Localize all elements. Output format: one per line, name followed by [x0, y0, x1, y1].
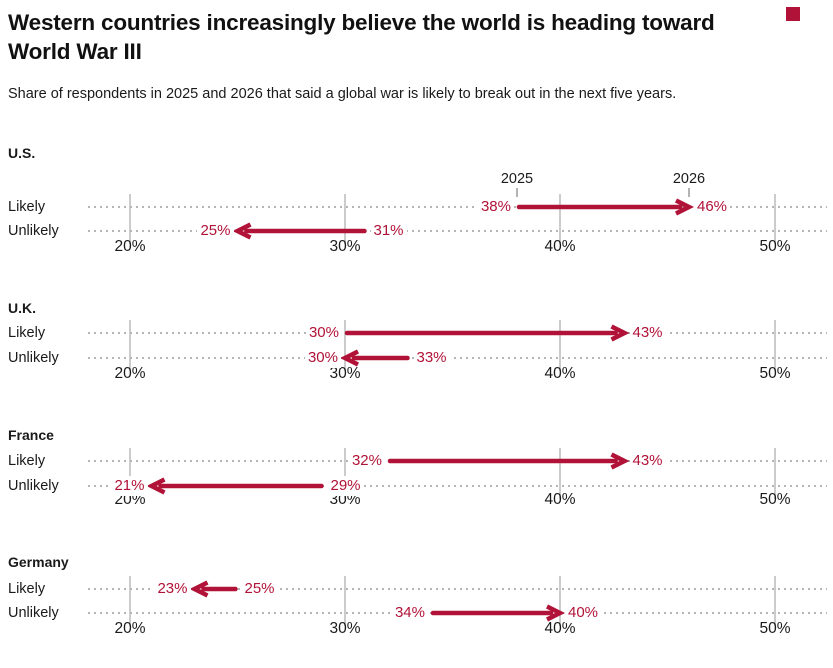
arrow-head-icon: [189, 580, 209, 598]
country-label: U.S.: [8, 145, 36, 161]
value-label-2026: 40%: [565, 603, 602, 623]
arrow-head-icon: [232, 222, 252, 240]
vertical-gridline: [559, 194, 561, 244]
vertical-gridline: [774, 448, 776, 499]
value-label-2026: 21%: [111, 476, 148, 496]
axis-tick-label: 40%: [544, 620, 576, 637]
country-label: Germany: [8, 554, 69, 570]
page-title-line-1: Western countries increasingly believe t…: [8, 10, 715, 35]
vertical-gridline: [129, 194, 131, 244]
vertical-gridline: [344, 194, 346, 244]
row-label-likely: Likely: [8, 199, 46, 215]
vertical-gridline: [774, 320, 776, 371]
vertical-gridline: [344, 320, 346, 371]
axis-tick-label: 40%: [544, 365, 576, 382]
year-label-2026: 2026: [672, 171, 706, 187]
vertical-gridline: [774, 576, 776, 626]
vertical-gridline: [129, 576, 131, 626]
year-label-2025: 2025: [500, 171, 534, 187]
value-label-2026: 46%: [694, 197, 731, 217]
axis-tick-label: 50%: [759, 491, 791, 508]
axis-tick-label: 20%: [114, 620, 146, 637]
country-label: France: [8, 427, 54, 443]
axis-tick-label: 40%: [544, 238, 576, 255]
axis-tick-label: 40%: [544, 491, 576, 508]
value-label-2025: 29%: [327, 476, 364, 496]
vertical-gridline: [559, 576, 561, 626]
country-label: U.K.: [8, 300, 36, 316]
dotted-gridline: [88, 357, 827, 359]
dotted-gridline: [88, 588, 827, 590]
row-label-unlikely: Unlikely: [8, 605, 59, 621]
axis-tick-label: 50%: [759, 620, 791, 637]
axis-tick-label: 30%: [329, 620, 361, 637]
page-title-line-2: World War III: [8, 39, 142, 64]
row-label-unlikely: Unlikely: [8, 350, 59, 366]
vertical-gridline: [559, 448, 561, 499]
year-tick: [516, 188, 518, 197]
value-label-2025: 32%: [348, 451, 385, 471]
value-label-2025: 31%: [370, 221, 407, 241]
axis-tick-label: 50%: [759, 238, 791, 255]
vertical-gridline: [344, 448, 346, 499]
vertical-gridline: [344, 576, 346, 626]
arrow-head-icon: [674, 198, 695, 216]
dotted-gridline: [88, 206, 827, 208]
vertical-gridline: [774, 194, 776, 244]
value-label-2026: 23%: [154, 579, 191, 599]
axis-tick-label: 20%: [114, 238, 146, 255]
value-label-2025: 38%: [477, 197, 514, 217]
trend-arrow: [344, 324, 630, 342]
dotted-gridline: [88, 485, 827, 487]
arrow-head-icon: [545, 604, 566, 622]
value-label-2025: 33%: [413, 348, 450, 368]
vertical-gridline: [129, 320, 131, 371]
arrow-head-icon: [339, 349, 360, 367]
vertical-gridline: [129, 448, 131, 499]
year-tick: [688, 188, 690, 197]
axis-tick-label: 30%: [329, 238, 361, 255]
row-label-unlikely: Unlikely: [8, 478, 59, 494]
row-label-likely: Likely: [8, 581, 46, 597]
value-label-2026: 43%: [629, 451, 666, 471]
value-label-2025: 25%: [241, 579, 278, 599]
trend-arrow: [430, 604, 566, 622]
vertical-gridline: [559, 320, 561, 371]
trend-arrow: [189, 580, 238, 598]
value-label-2025: 30%: [305, 323, 342, 343]
trend-arrow: [232, 222, 367, 240]
row-label-unlikely: Unlikely: [8, 223, 59, 239]
chart-subtitle: Share of respondents in 2025 and 2026 th…: [8, 86, 677, 102]
page-title: Western countries increasingly believe t…: [8, 8, 808, 66]
value-label-2026: 30%: [304, 348, 341, 368]
trend-arrow: [387, 452, 630, 470]
row-label-likely: Likely: [8, 453, 46, 469]
axis-tick-label: 20%: [114, 365, 146, 382]
value-label-2026: 25%: [197, 221, 234, 241]
value-label-2026: 43%: [629, 323, 666, 343]
axis-tick-label: 30%: [329, 365, 361, 382]
trend-arrow: [339, 349, 410, 367]
arrow-head-icon: [610, 452, 630, 470]
value-label-2025: 34%: [391, 603, 428, 623]
headline-end-mark-icon: [786, 7, 800, 21]
row-label-likely: Likely: [8, 325, 46, 341]
axis-tick-label: 50%: [759, 365, 791, 382]
trend-arrow: [146, 477, 324, 495]
arrow-head-icon: [610, 324, 630, 342]
trend-arrow: [516, 198, 695, 216]
arrow-head-icon: [146, 477, 166, 495]
dotted-gridline: [88, 230, 827, 232]
